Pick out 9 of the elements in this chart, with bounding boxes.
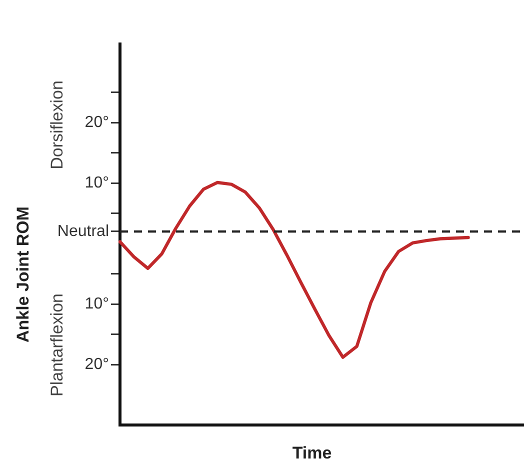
y-tick-label: 20° bbox=[84, 114, 109, 132]
y-tick-label: 10° bbox=[84, 295, 109, 312]
y-axis-title: Ankle Joint ROM bbox=[14, 206, 33, 343]
y-tick-label: 20° bbox=[84, 356, 109, 373]
text: Plantarflexion bbox=[48, 293, 67, 397]
text: Dorsiflexion bbox=[48, 80, 67, 170]
y-tick-label: 10° bbox=[84, 174, 109, 192]
x-axis-title: Time bbox=[292, 444, 332, 463]
y-tick-label: Neutral bbox=[57, 222, 109, 240]
